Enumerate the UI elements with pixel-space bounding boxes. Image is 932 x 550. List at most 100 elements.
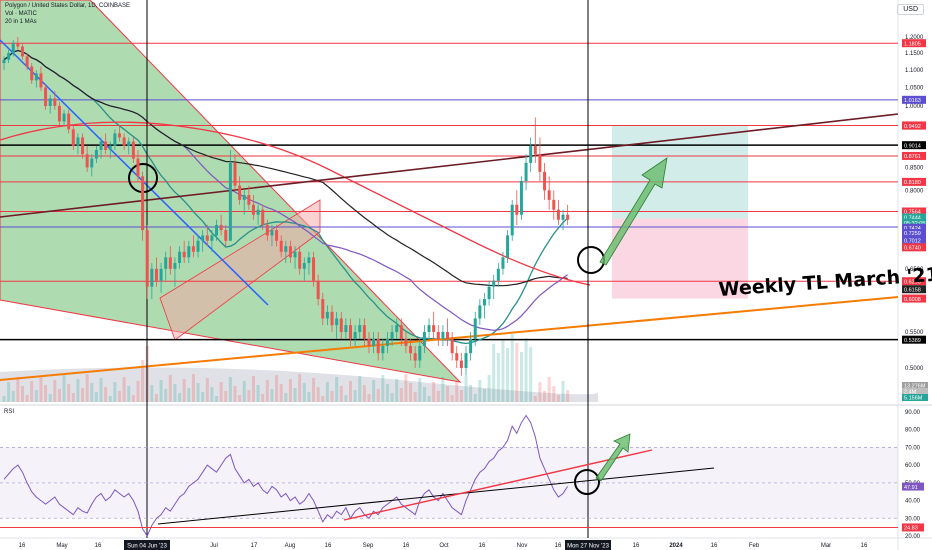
volume-bar [450,395,454,402]
volume-bar [256,385,260,402]
rsi-tick-label: 60.00 [905,463,921,469]
volume-bar [20,386,24,402]
time-tick-label: 2024 [669,543,683,549]
candle-body [7,53,11,60]
price-tick-label: 1.0000 [905,104,924,110]
volume-bar [67,384,71,402]
price-tag-label: 0.7012 [904,238,921,244]
volume-tag-label: 13.276M [904,384,926,390]
candle-body [492,280,496,287]
candle-body [561,214,565,220]
candle-body [376,338,380,354]
volume-bar [270,389,274,402]
volume-bar [372,380,376,402]
candle-body [330,311,334,326]
volume-bar [224,391,228,402]
volume-bar [265,380,269,402]
volume-bar [261,394,265,402]
volume-bar [510,334,514,402]
candle-body [367,338,371,346]
candle-body [302,263,306,269]
candle-body [265,224,269,236]
currency-button[interactable]: USD [897,4,924,15]
price-tick-label: 0.5500 [905,330,924,336]
price-tick-label: 0.5000 [905,366,924,372]
volume-bar [404,374,408,402]
volume-bar [288,379,292,402]
volume-bar [7,382,11,402]
volume-bar [312,378,316,402]
candle-body [145,230,149,287]
candle-body [141,176,145,231]
price-tick-label: 0.6500 [905,267,924,273]
time-tick-label: Feb [749,543,760,549]
price-tag [902,335,926,344]
candles-layer [2,37,570,376]
volume-bar [455,381,459,402]
candle-body [469,338,473,354]
candle-body [178,251,182,264]
candle-body [482,299,486,306]
candle-body [48,98,52,106]
candle-body [196,240,200,252]
candle-body [154,268,158,281]
time-tick-label: Sep [363,543,374,549]
candle-body [118,133,121,138]
rsi-band [0,447,898,519]
crosshair-date-tag [124,540,170,550]
candle-body [524,162,528,181]
volume-bar [335,377,339,402]
time-tick-label: 16 [19,543,26,549]
price-tag [902,39,926,48]
volume-bar [381,375,385,402]
rsi-tick-label: 20.00 [905,534,921,540]
crosshair-date-label: Sun 04 Jun '23 [127,544,168,550]
candle-body [34,73,38,81]
rsi-tag [902,482,924,491]
candle-body [228,162,232,241]
volume-bar [441,377,445,402]
volume-bar [178,393,182,402]
volume-bar [432,382,436,402]
volume-bar [247,390,251,402]
volume-bar [191,374,195,402]
volume-tag [902,382,928,389]
time-tick-label: 16 [555,543,562,549]
volume-bar [118,391,121,402]
volume-bar [11,391,15,402]
volume-bar [358,376,362,402]
rsi-red-trendline [343,449,653,521]
target-arrow [599,157,668,266]
candle-body [215,224,219,236]
candle-body [159,268,163,281]
candle-body [298,251,302,269]
volume-bar [215,396,219,402]
volume-bar [459,390,463,402]
price-tag [902,223,926,232]
candle-body [487,286,491,300]
price-tag [902,121,926,130]
volume-bar [506,348,510,402]
candle-body [164,257,168,269]
price-tag [902,218,926,227]
candle-body [85,154,89,168]
candle-body [242,195,246,200]
price-tag-label: 0.8761 [904,154,921,160]
ma-200 [0,121,591,286]
price-tag-label: 0.6740 [904,246,921,252]
candle-body [224,230,228,241]
volume-bar [367,394,371,402]
candle-body [90,158,94,168]
candle-body [395,325,399,332]
volume-bar [547,377,551,402]
volume-bar [187,388,191,402]
candle-body [390,331,394,339]
price-tag-label: 0.9492 [904,124,921,130]
candle-body [335,318,339,326]
candle-body [108,145,112,150]
candle-body [450,338,454,354]
candle-body [422,331,426,346]
candle-body [427,325,431,332]
candle-body [353,331,357,339]
